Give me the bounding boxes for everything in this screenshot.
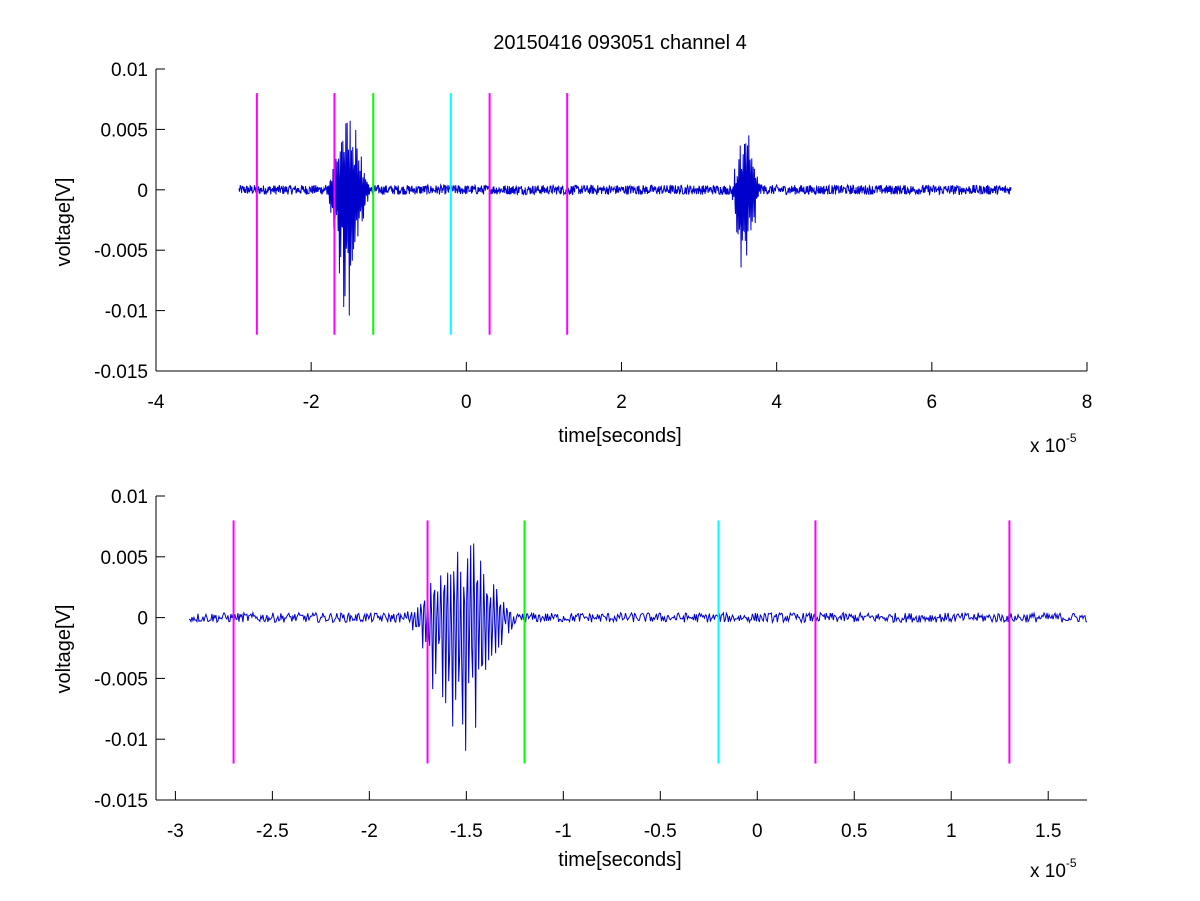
- x-tick-label: 1: [946, 821, 957, 842]
- y-tick-label: -0.005: [94, 669, 148, 690]
- x-tick-label: -0.5: [644, 821, 677, 842]
- y-tick-label: 0.01: [111, 487, 148, 508]
- x-tick-label: 0: [461, 392, 472, 413]
- bottom-subplot: time[seconds] voltage[V] x 10-5 0.01 0.00…: [53, 487, 1087, 882]
- top-xlabel: time[seconds]: [558, 425, 681, 447]
- bottom-xlabel: time[seconds]: [558, 849, 681, 871]
- x-tick-label: 1.5: [1035, 821, 1061, 842]
- y-tick-label: 0.01: [111, 60, 148, 81]
- x-tick-label: -2: [303, 392, 320, 413]
- y-tick-label: -0.01: [105, 730, 148, 751]
- y-tick-label: -0.005: [94, 241, 148, 262]
- chart-title: 20150416 093051 channel 4: [493, 32, 747, 54]
- series-line-voltage: [188, 543, 1087, 751]
- bottom-ylabel: voltage[V]: [53, 605, 75, 694]
- y-tick-label: -0.015: [94, 362, 148, 383]
- x-tick-label: 4: [771, 392, 782, 413]
- top-x-multiplier: x 10-5: [1030, 431, 1077, 457]
- top-ylabel: voltage[V]: [53, 178, 75, 267]
- series-line-voltage: [238, 120, 1012, 316]
- top-subplot: time[seconds] voltage[V] x 10-5 0.01 0.00…: [53, 60, 1092, 457]
- x-tick-label: 6: [927, 392, 938, 413]
- y-tick-label: -0.01: [105, 302, 148, 323]
- bottom-x-multiplier: x 10-5: [1030, 856, 1077, 882]
- x-tick-label: 8: [1082, 392, 1093, 413]
- y-tick-label: 0.005: [100, 548, 148, 569]
- y-tick-label: 0: [137, 609, 148, 630]
- x-tick-label: -2: [361, 821, 378, 842]
- x-tick-label: -1: [555, 821, 572, 842]
- x-tick-label: 0.5: [841, 821, 867, 842]
- x-tick-label: 0: [752, 821, 763, 842]
- x-tick-label: -4: [148, 392, 165, 413]
- x-tick-label: -2.5: [256, 821, 289, 842]
- x-tick-label: 2: [616, 392, 627, 413]
- y-tick-label: 0.005: [100, 120, 148, 141]
- x-tick-label: -1.5: [450, 821, 483, 842]
- y-tick-label: -0.015: [94, 791, 148, 812]
- x-tick-label: -3: [167, 821, 184, 842]
- y-tick-label: 0: [137, 181, 148, 202]
